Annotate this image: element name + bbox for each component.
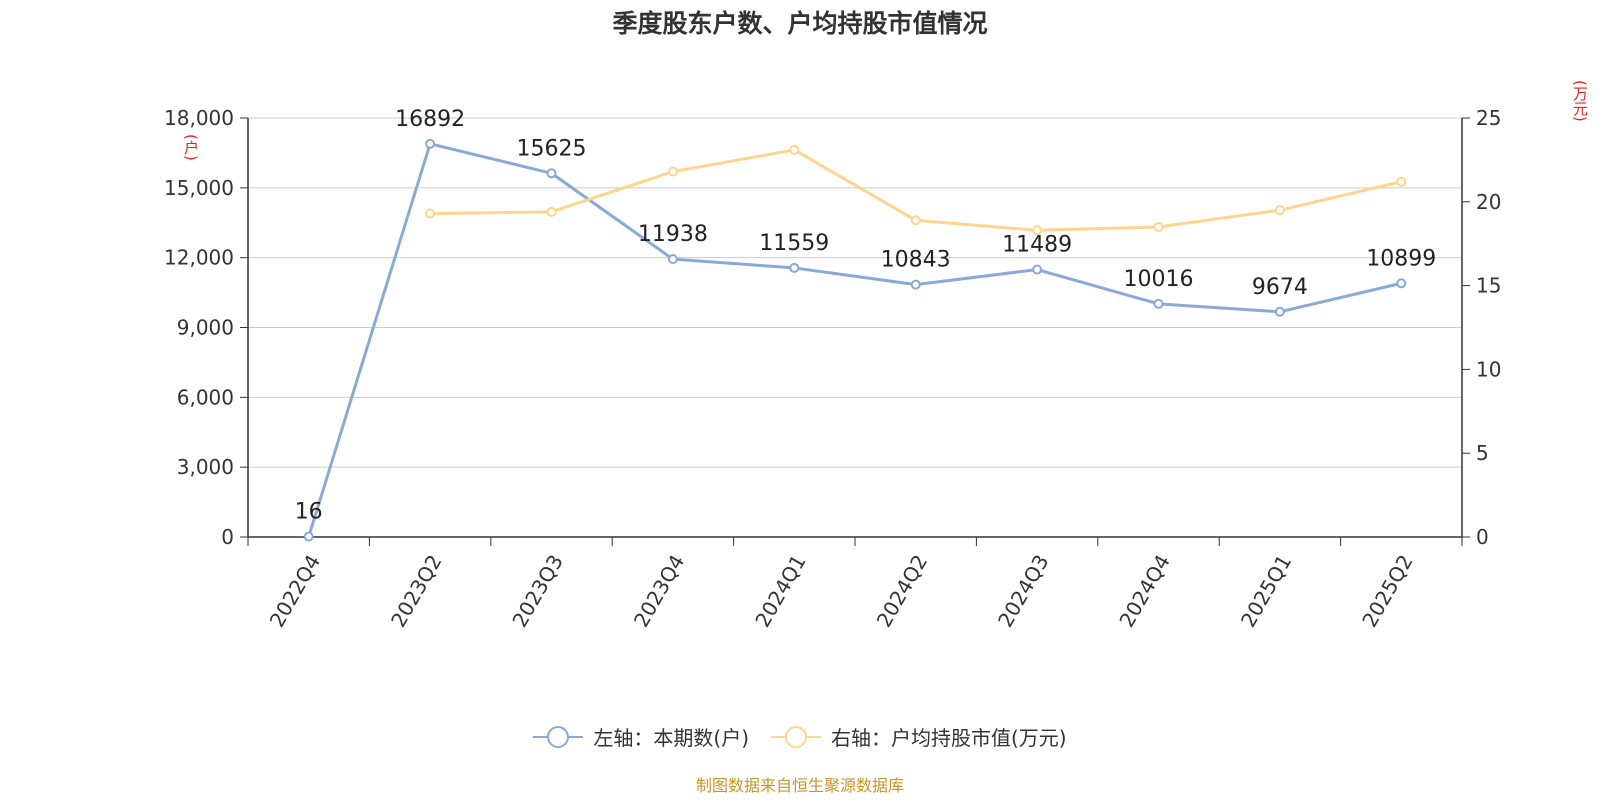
left-axis-tick-label: 6,000 — [177, 385, 234, 409]
chart-title: 季度股东户数、户均持股市值情况 — [612, 9, 988, 38]
data-point — [303, 531, 314, 542]
line-chart: 0 3,000 6,000 9,000 12,000 15,000 18,000 0 5 10 15… — [164, 106, 1501, 632]
legend-label-left-series: 左轴：本期数(户) — [593, 726, 749, 750]
data-source-note: 制图数据来自恒生聚源数据库 — [695, 776, 904, 795]
x-axis-tick-label: 2025Q1 — [1236, 551, 1296, 632]
right-axis-tick-label: 15 — [1476, 274, 1501, 298]
legend-item-left-series[interactable]: 左轴：本期数(户) — [533, 722, 749, 751]
data-label: 16 — [295, 500, 323, 525]
x-axis-tick-label: 2024Q1 — [750, 551, 810, 632]
x-axis-tick-label: 2023Q2 — [386, 551, 446, 632]
data-point — [910, 279, 921, 290]
data-label: 9674 — [1252, 275, 1308, 300]
legend-label-right-series: 右轴：户均持股市值(万元) — [831, 726, 1067, 750]
left-axis-unit: (户) — [182, 134, 200, 161]
x-axis-tick-label: 2024Q2 — [872, 551, 932, 632]
data-point — [1274, 205, 1285, 216]
left-axis-tick-label: 12,000 — [164, 246, 234, 270]
data-point — [1032, 264, 1043, 275]
data-label: 11559 — [759, 231, 829, 256]
data-label: 10843 — [881, 248, 951, 273]
data-point — [546, 206, 557, 217]
legend-line-circle-icon — [533, 725, 584, 748]
data-point — [910, 215, 921, 226]
right-axis-tick-label: 0 — [1476, 525, 1489, 549]
right-axis-tick-label: 25 — [1476, 106, 1501, 130]
data-label: 11938 — [638, 222, 708, 247]
data-point — [1396, 176, 1407, 187]
right-axis-tick-label: 5 — [1476, 441, 1489, 465]
data-point — [1396, 278, 1407, 289]
data-label: 16892 — [395, 107, 465, 132]
data-point — [667, 254, 678, 265]
left-axis-tick-label: 15,000 — [164, 176, 234, 200]
left-axis-tick-label: 3,000 — [177, 455, 234, 479]
data-point — [425, 138, 436, 149]
x-axis-tick-label: 2025Q2 — [1357, 551, 1417, 632]
data-label: 11489 — [1002, 233, 1072, 258]
data-point — [1153, 298, 1164, 309]
series-line-1 — [307, 142, 1402, 538]
x-axis-tick-label: 2024Q3 — [993, 551, 1053, 632]
data-point — [789, 144, 800, 155]
data-point — [1274, 306, 1285, 317]
x-axis-tick-label: 2022Q4 — [265, 551, 325, 632]
data-label: 10016 — [1124, 267, 1194, 292]
right-axis-tick-label: 20 — [1476, 190, 1501, 214]
left-axis-tick-label: 18,000 — [164, 106, 234, 130]
x-axis-tick-label: 2023Q4 — [629, 551, 689, 632]
data-label: 10899 — [1366, 246, 1436, 271]
x-axis-tick-label: 2023Q3 — [507, 551, 567, 632]
legend-line-circle-icon — [771, 725, 821, 748]
legend-item-right-series[interactable]: 右轴：户均持股市值(万元) — [771, 722, 1067, 751]
data-point — [1153, 221, 1164, 232]
left-axis-tick-label: 9,000 — [177, 316, 234, 340]
x-axis-tick-label: 2024Q4 — [1114, 551, 1174, 632]
chart-legend: 左轴：本期数(户) 右轴：户均持股市值(万元) — [0, 722, 1600, 751]
data-point — [1032, 225, 1043, 236]
data-point — [789, 262, 800, 273]
data-point — [425, 208, 436, 219]
left-axis-tick-label: 0 — [221, 525, 234, 549]
right-axis-unit: (万元) — [1571, 80, 1589, 122]
data-point — [667, 166, 678, 177]
data-point — [546, 168, 557, 179]
right-axis-tick-label: 10 — [1476, 357, 1501, 381]
data-label: 15625 — [517, 136, 587, 161]
